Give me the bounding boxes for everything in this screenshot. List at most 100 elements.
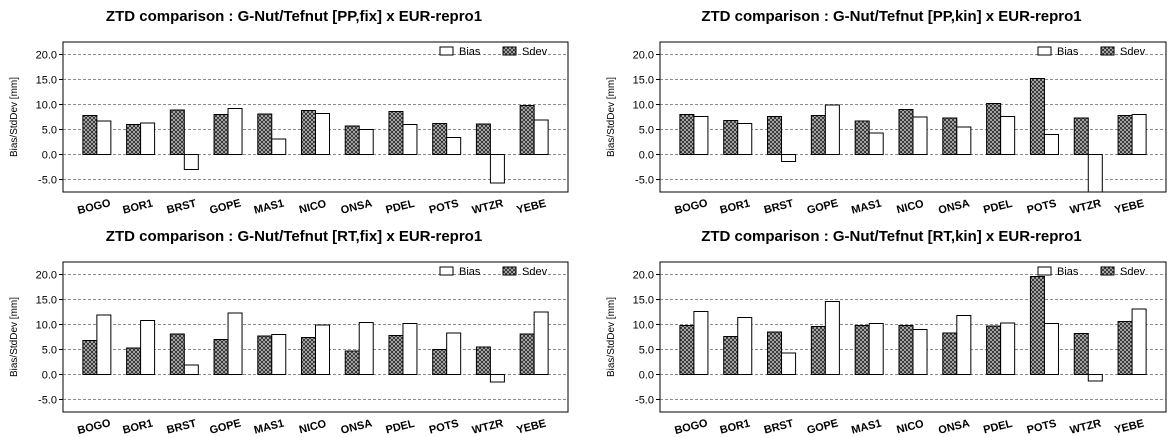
chart-title: ZTD comparison : G-Nut/Tefnut [PP,kin] x… (701, 8, 1081, 25)
legend-swatch-sdev (1100, 46, 1115, 56)
x-tick-label: PDEL (982, 198, 1014, 217)
bar-bias-gope (824, 301, 840, 375)
x-tick-label: YEBE (515, 198, 547, 217)
y-tick-label: 5.0 (42, 345, 57, 357)
x-tick-label: BRST (763, 418, 795, 437)
bar-bias-brst (183, 364, 199, 375)
bar-sdev-pdel (986, 325, 1002, 375)
x-tick-label: BOR1 (719, 198, 752, 217)
bar-sdev-brst (169, 333, 185, 375)
bar-sdev-onsa (344, 350, 360, 375)
bar-bias-bogo (693, 311, 709, 375)
bar-sdev-onsa (942, 117, 958, 155)
legend-label-bias: Bias (1057, 266, 1079, 278)
y-tick-label: 0.0 (42, 150, 57, 162)
x-tick-label: MAS1 (253, 198, 286, 217)
x-tick-label: PDEL (385, 198, 417, 217)
bar-bias-pdel (1000, 116, 1016, 155)
legend-swatch-bias (439, 46, 454, 56)
bar-bias-mas1 (271, 334, 287, 375)
bar-bias-brst (183, 154, 199, 170)
bar-sdev-gope (810, 115, 826, 155)
y-tick-label: 15.0 (36, 75, 57, 87)
bar-sdev-bor1 (723, 336, 739, 375)
legend-swatch-sdev (1100, 266, 1115, 276)
bar-bias-pots (1043, 323, 1059, 375)
bar-bias-brst (781, 154, 797, 162)
bar-sdev-bor1 (126, 347, 142, 375)
y-tick-label: 20.0 (36, 50, 57, 62)
chart-title: ZTD comparison : G-Nut/Tefnut [RT,kin] x… (701, 228, 1082, 245)
bar-bias-pdel (1000, 322, 1016, 375)
x-tick-label: NICO (895, 418, 925, 436)
x-tick-label: POTS (428, 198, 460, 217)
bar-sdev-yebe (1117, 321, 1133, 375)
y-tick-label: 15.0 (633, 75, 654, 87)
bar-bias-bogo (96, 314, 112, 375)
bar-bias-onsa (358, 129, 374, 155)
x-tick-label: BOR1 (122, 198, 155, 217)
y-tick-label: 15.0 (633, 295, 654, 307)
chart-title: ZTD comparison : G-Nut/Tefnut [PP,fix] x… (106, 8, 482, 25)
bar-bias-wtzr (489, 374, 505, 383)
bar-bias-brst (781, 352, 797, 375)
y-tick-label: 0.0 (42, 370, 57, 382)
x-tick-label: BRST (166, 418, 198, 437)
x-tick-label: BOR1 (122, 418, 155, 437)
bar-bias-mas1 (868, 323, 884, 375)
bar-bias-bogo (96, 120, 112, 155)
x-tick-label: WTZR (1069, 417, 1103, 436)
x-tick-label: BOGO (673, 197, 709, 217)
x-tick-label: ONSA (937, 197, 971, 216)
bar-sdev-brst (767, 116, 783, 155)
bar-sdev-bogo (82, 340, 98, 375)
legend-label-bias: Bias (459, 46, 481, 58)
legend-label-bias: Bias (1057, 46, 1079, 58)
bar-bias-pots (446, 137, 462, 155)
x-tick-label: WTZR (471, 197, 505, 216)
y-tick-label: 20.0 (36, 270, 57, 282)
y-tick-label: 20.0 (633, 270, 654, 282)
bar-bias-pots (446, 332, 462, 375)
y-tick-label: 5.0 (639, 345, 654, 357)
bar-bias-onsa (956, 126, 972, 155)
bar-sdev-bor1 (723, 120, 739, 155)
bar-sdev-onsa (344, 125, 360, 155)
x-tick-label: BRST (763, 198, 795, 217)
bar-bias-nico (912, 116, 928, 155)
x-tick-label: WTZR (1069, 197, 1103, 216)
bar-bias-gope (824, 104, 840, 155)
y-tick-label: 15.0 (36, 295, 57, 307)
bar-bias-pdel (402, 323, 418, 375)
bar-sdev-brst (767, 331, 783, 375)
x-tick-label: BOR1 (719, 418, 752, 437)
x-tick-label: YEBE (1113, 418, 1145, 437)
y-tick-label: 0.0 (639, 370, 654, 382)
legend-swatch-bias (439, 266, 454, 276)
bar-bias-bor1 (737, 123, 753, 155)
bar-sdev-yebe (1117, 115, 1133, 155)
bar-sdev-pdel (388, 335, 404, 375)
charts: ZTD comparison : G-Nut/Tefnut [PP,fix] x… (9, 8, 1167, 437)
legend-swatch-sdev (502, 266, 517, 276)
bar-sdev-bor1 (126, 124, 142, 155)
bar-sdev-yebe (519, 333, 535, 375)
x-tick-label: GOPE (806, 417, 840, 436)
bar-sdev-yebe (519, 105, 535, 155)
bar-bias-gope (227, 108, 243, 155)
bar-sdev-wtzr (1073, 333, 1089, 375)
bar-sdev-nico (898, 109, 914, 155)
x-tick-label: BOGO (76, 197, 112, 217)
bar-sdev-bogo (679, 325, 695, 375)
bar-bias-yebe (533, 311, 549, 375)
bar-sdev-gope (213, 114, 229, 155)
bar-sdev-onsa (942, 332, 958, 375)
chart-title: ZTD comparison : G-Nut/Tefnut [RT,fix] x… (106, 228, 482, 245)
bar-bias-bogo (693, 116, 709, 155)
x-tick-label: PDEL (385, 418, 417, 437)
bar-bias-yebe (1131, 308, 1147, 375)
y-tick-label: 20.0 (633, 50, 654, 62)
legend-swatch-bias (1037, 266, 1052, 276)
bar-sdev-wtzr (475, 123, 491, 155)
x-tick-label: PDEL (982, 418, 1014, 437)
